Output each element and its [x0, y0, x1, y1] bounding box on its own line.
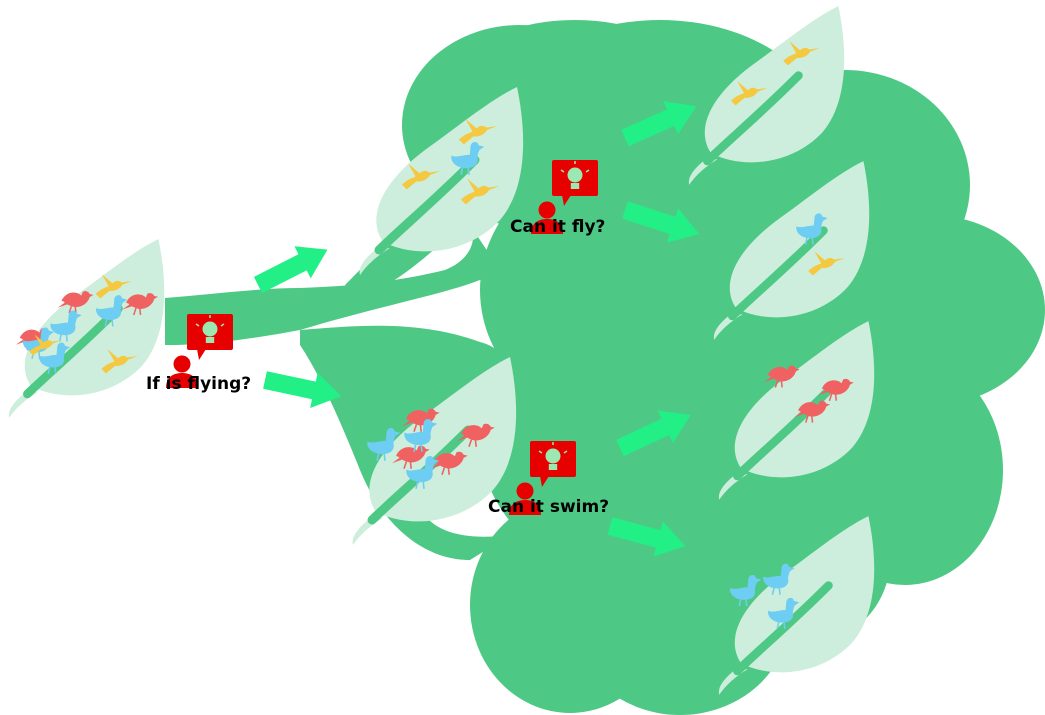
tree-canopy — [165, 20, 1045, 715]
leaf-icon — [734, 516, 875, 673]
leaf-icon — [734, 321, 875, 478]
leaf-icon — [369, 357, 517, 522]
leaf-stem — [8, 392, 38, 418]
leaf-node-flying — [359, 87, 524, 275]
leaf-stem — [718, 669, 748, 695]
leaf-icon — [729, 161, 870, 318]
question-can-it-swim: Can it swim? — [488, 497, 610, 517]
leaf-node-flies — [688, 6, 845, 185]
arrow-right-icon — [253, 246, 328, 294]
question-can-it-fly: Can it fly? — [510, 217, 606, 237]
arrow-right-icon — [622, 201, 700, 243]
arrow-right-icon — [616, 410, 691, 457]
leaf-icon — [704, 6, 845, 163]
leaf-stem — [718, 474, 748, 500]
leaf-node-swims — [718, 516, 875, 695]
leaf-stem — [688, 159, 718, 185]
arrow-right-icon — [621, 101, 697, 147]
leaf-stem — [713, 314, 743, 340]
leaf-node-not-flying — [352, 357, 517, 545]
leaf-node-does-not-fly — [713, 161, 870, 340]
branch-arrows — [253, 101, 700, 557]
leaf-stem — [352, 518, 383, 545]
question-if-is-flying: If is flying? — [146, 374, 252, 394]
leaf-vein — [703, 71, 803, 166]
leaf-stem — [359, 248, 390, 275]
arrow-right-icon — [263, 371, 342, 409]
leaf-node-cannot-swim — [718, 321, 875, 500]
arrow-right-icon — [607, 517, 686, 557]
leaf-vein — [728, 226, 828, 321]
leaf-vein — [733, 581, 833, 676]
leaf-node-root — [8, 239, 165, 418]
leaf-vein — [733, 386, 833, 481]
